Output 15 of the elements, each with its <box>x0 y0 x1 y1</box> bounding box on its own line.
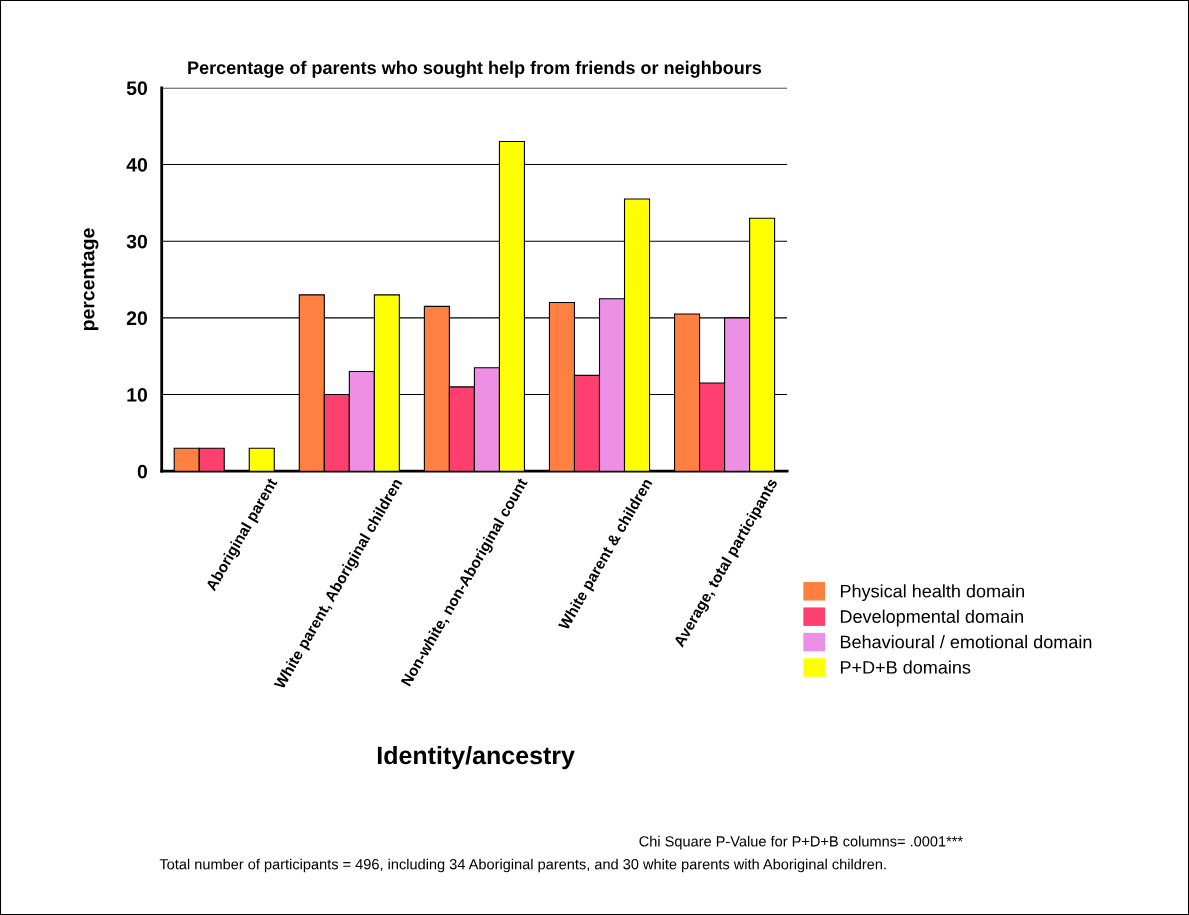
legend-label: Behavioural / emotional domain <box>840 635 1092 649</box>
y-tick-label: 30 <box>126 234 148 249</box>
y-tick-label: 10 <box>127 388 148 402</box>
text: Chi Square P-Value for P+D+B columns= .0001*** <box>639 835 963 850</box>
legend-label: Developmental domain <box>840 609 1023 627</box>
chart-title: Percentage of parents who sought help from friends or neighbours <box>188 60 762 78</box>
y-axis-title: percentage <box>81 228 99 331</box>
text: Total number of participants = 496, including 34 Aboriginal parents, and 30 white parents with Aboriginal children. <box>159 858 886 873</box>
x-axis-title: Identity/ancestry <box>377 745 575 770</box>
y-tick-label: 0 <box>137 464 148 479</box>
y-tick-label: 20 <box>126 311 148 326</box>
y-tick-label: 50 <box>126 81 148 96</box>
legend-label: Physical health domain <box>840 584 1024 602</box>
legend-label: P+D+B domains <box>840 660 971 674</box>
y-tick-label: 40 <box>126 157 148 172</box>
